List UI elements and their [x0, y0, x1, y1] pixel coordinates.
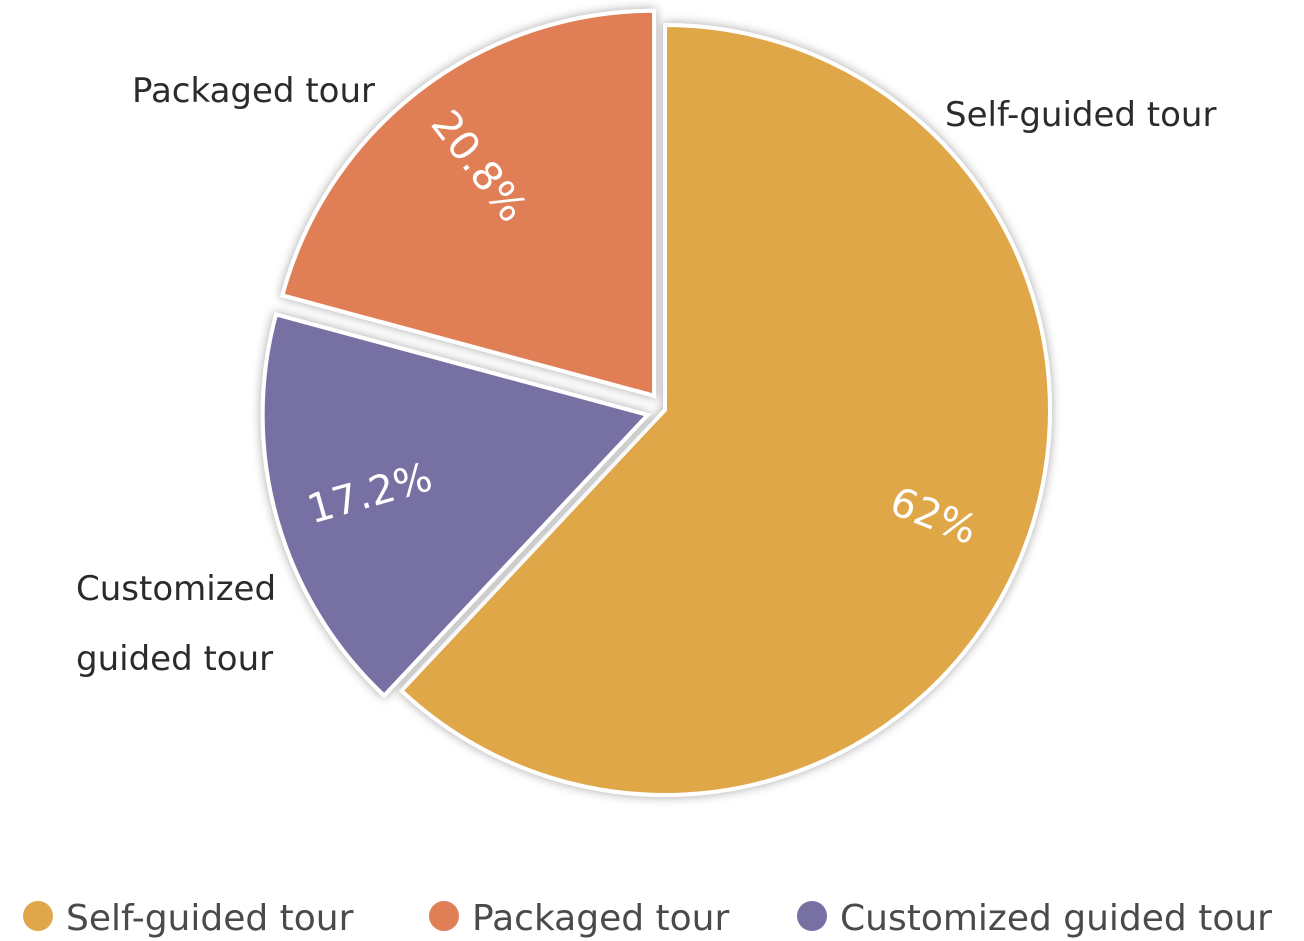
pie-slice-self-guided-tour — [398, 22, 1052, 797]
legend-item-self-guided: Self-guided tour — [23, 898, 354, 939]
legend-swatch-packaged — [429, 901, 459, 931]
legend-item-customized: Customized guided tour — [797, 898, 1272, 939]
pie-slices — [260, 8, 1052, 797]
legend: Self-guided tour Packaged tour Customize… — [23, 898, 1272, 939]
legend-swatch-customized — [797, 901, 827, 931]
slice-label-packaged: Packaged tour — [132, 71, 375, 111]
slice-label-customized-line2: guided tour — [76, 639, 273, 679]
legend-item-packaged: Packaged tour — [429, 898, 729, 939]
legend-label-self-guided: Self-guided tour — [66, 898, 354, 939]
slice-label-self-guided: Self-guided tour — [945, 95, 1216, 135]
legend-label-customized: Customized guided tour — [840, 898, 1272, 939]
slice-label-customized-line1: Customized — [76, 569, 276, 609]
pie-slice-customized-guided-tour — [260, 312, 652, 699]
legend-swatch-self-guided — [23, 901, 53, 931]
pie-slice-packaged-tour — [279, 8, 657, 399]
legend-label-packaged: Packaged tour — [472, 898, 729, 939]
